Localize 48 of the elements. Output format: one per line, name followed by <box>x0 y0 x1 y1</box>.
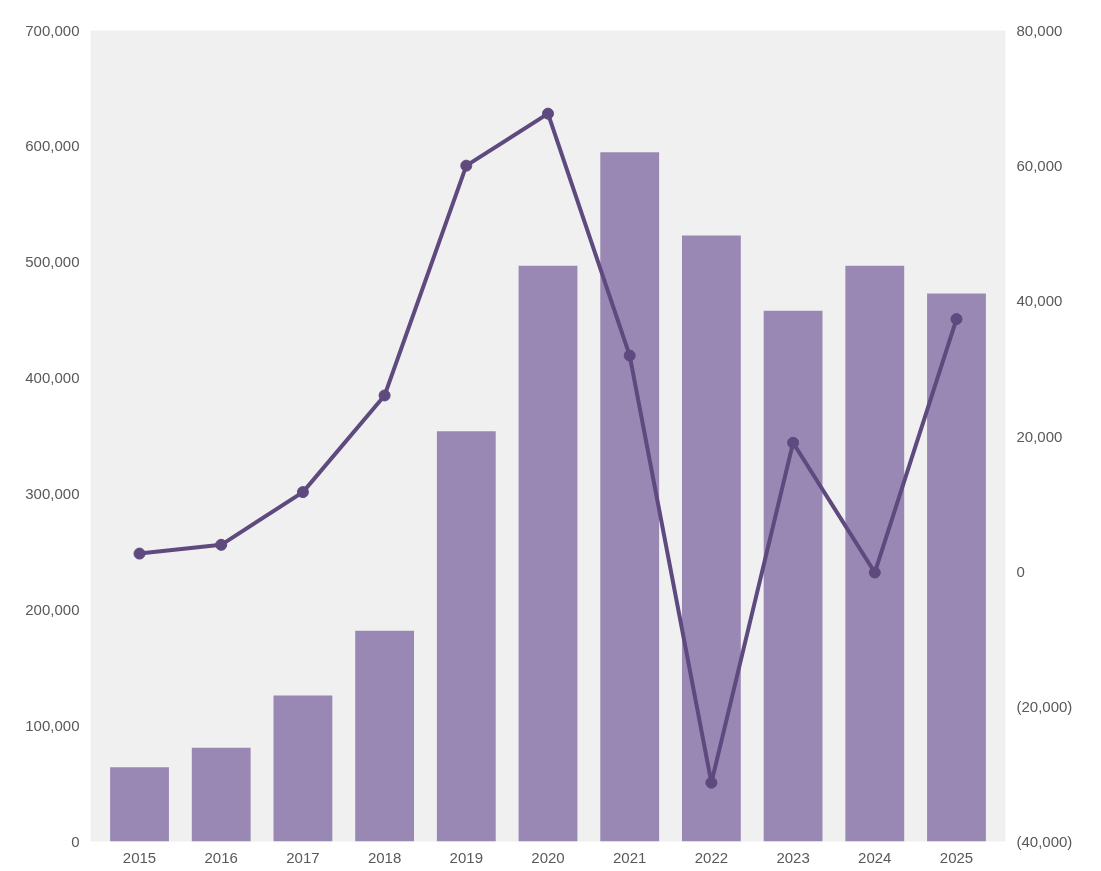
x-tick-label: 2017 <box>286 848 320 866</box>
x-tick-label: 2024 <box>858 848 892 866</box>
y2-tick-label: (40,000) <box>1016 833 1073 850</box>
y-tick-label: 700,000 <box>25 21 80 39</box>
point <box>378 389 391 402</box>
point <box>787 436 800 449</box>
x-tick-label: 2025 <box>939 848 974 866</box>
bar <box>518 265 578 842</box>
y2-tick-label: (20,000) <box>1016 697 1073 715</box>
y2-tick-label: 60,000 <box>1016 157 1063 175</box>
bar <box>763 310 823 842</box>
y-tick-label: 300,000 <box>25 484 80 502</box>
point <box>950 313 963 326</box>
y-tick-label: 0 <box>71 832 80 850</box>
x-tick-label: 2015 <box>122 848 157 866</box>
point <box>215 538 228 551</box>
bar <box>273 695 333 842</box>
y-tick-label: 600,000 <box>25 137 80 155</box>
y2-tick-label: 20,000 <box>1016 427 1063 445</box>
bar <box>355 630 415 842</box>
bar <box>845 265 905 842</box>
y2-tick-label: 40,000 <box>1016 292 1063 310</box>
x-tick-label: 2016 <box>204 848 238 866</box>
bar <box>436 431 496 842</box>
point <box>623 349 636 362</box>
x-tick-label: 2023 <box>776 848 810 866</box>
point <box>868 566 881 579</box>
x-tick-label: 2020 <box>531 848 565 866</box>
bar <box>927 293 986 842</box>
y2-tick-label: 80,000 <box>1016 22 1063 39</box>
bar <box>110 767 169 842</box>
bar <box>600 152 660 842</box>
x-tick-label: 2019 <box>449 848 483 866</box>
y2-tick-label: 0 <box>1016 562 1025 580</box>
x-tick-label: 2021 <box>613 848 647 866</box>
y-tick-label: 500,000 <box>25 253 80 271</box>
bar <box>681 235 741 842</box>
point <box>460 159 473 172</box>
x-tick-label: 2022 <box>694 848 729 866</box>
y-tick-label: 400,000 <box>25 369 80 387</box>
bar <box>191 747 251 842</box>
point <box>133 547 146 560</box>
point <box>542 107 554 120</box>
y-tick-label: 100,000 <box>25 716 80 734</box>
point <box>296 486 309 499</box>
y-tick-label: 200,000 <box>25 600 80 618</box>
point <box>705 776 718 789</box>
x-tick-label: 2018 <box>367 848 402 866</box>
